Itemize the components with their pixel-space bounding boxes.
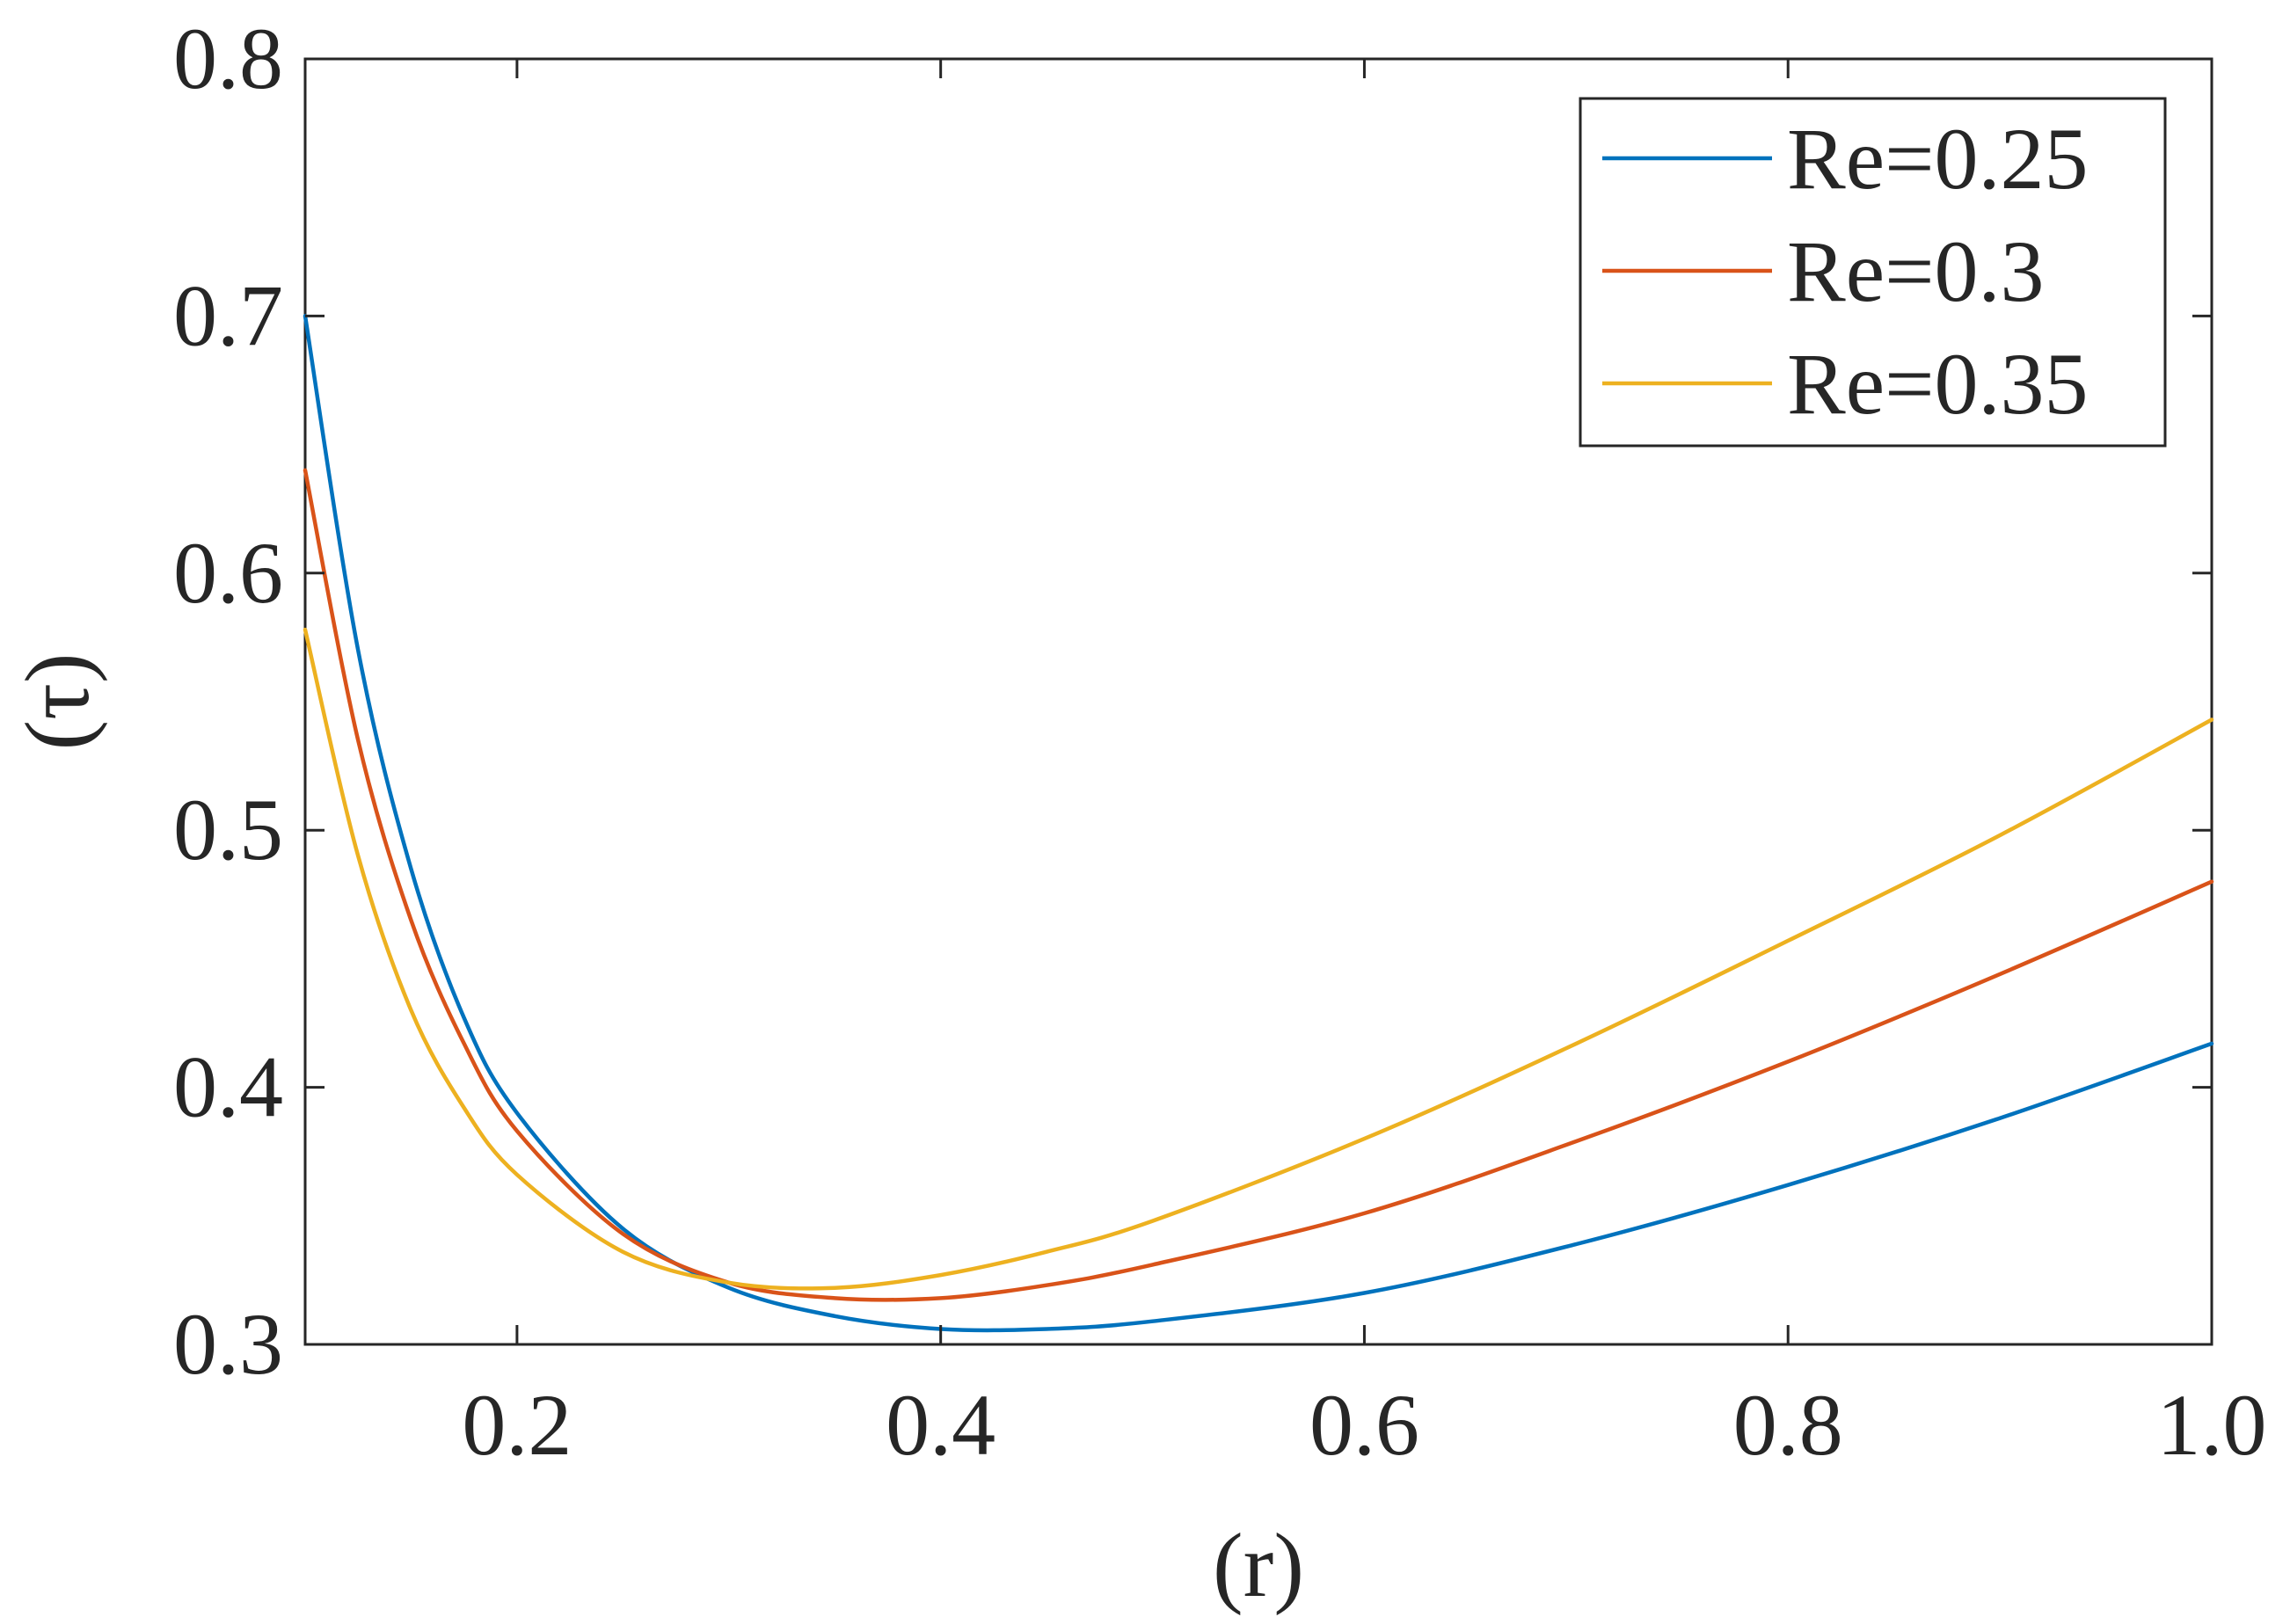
series-lines [303,314,2214,1333]
x-tick-label: 1.0 [2157,1376,2267,1474]
axis-ticks [305,57,2213,1346]
axis-tick-labels: 0.2 0.4 0.6 0.8 1.0 0.3 0.4 0.5 0.6 0.7 0.8 [173,10,2267,1474]
x-tick-label: 0.4 [886,1376,995,1474]
x-tick-label: 0.2 [462,1376,572,1474]
series-line-1 [303,314,2214,1333]
series-line-2 [303,468,2214,1302]
y-tick-label: 0.8 [173,10,283,107]
x-tick-label: 0.6 [1309,1376,1419,1474]
x-axis-label: (r) [1213,1515,1304,1616]
y-tick-label: 0.4 [173,1038,283,1136]
legend-label-2: Re=0.3 [1787,222,2044,320]
y-tick-label: 0.3 [173,1295,283,1393]
legend-label-3: Re=0.35 [1787,335,2088,433]
y-axis-label: (τ) [7,652,108,750]
y-tick-label: 0.7 [173,266,283,364]
legend-label-1: Re=0.25 [1787,110,2088,208]
legend: Re=0.25 Re=0.3 Re=0.35 [1579,97,2167,448]
series-line-3 [303,627,2214,1291]
y-tick-label: 0.6 [173,524,283,622]
y-tick-label: 0.5 [173,781,283,878]
x-tick-label: 0.8 [1733,1376,1843,1474]
